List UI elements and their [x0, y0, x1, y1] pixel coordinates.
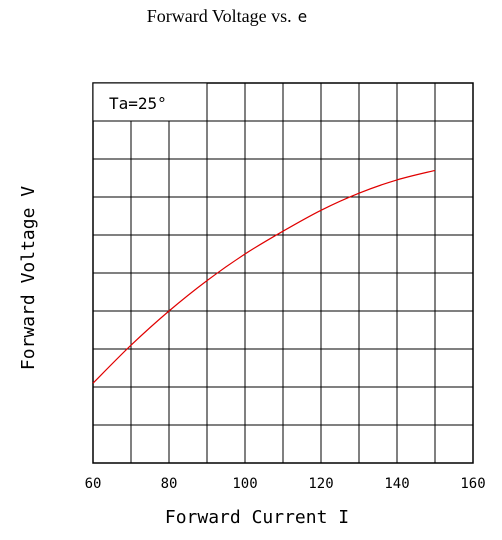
- chart-title-suffix: e: [297, 7, 308, 26]
- x-tick-label: 120: [308, 476, 333, 492]
- series-line: [92, 169, 436, 384]
- chart-title-text: Forward Voltage vs.: [146, 6, 292, 26]
- grid: [93, 83, 473, 463]
- x-axis-label: Forward Current I: [165, 507, 349, 528]
- x-tick-label: 80: [161, 476, 178, 492]
- x-tick-label: 160: [460, 476, 485, 492]
- x-tick-label: 140: [384, 476, 409, 492]
- annotation-box-rect: [92, 82, 208, 122]
- plot-frame: [92, 82, 474, 464]
- x-tick-labels: 60 80 100 120 140 160: [85, 476, 486, 492]
- y-axis-label: Forward Voltage V: [18, 186, 39, 370]
- x-tick-label: 60: [85, 476, 102, 492]
- x-tick-label: 100: [232, 476, 257, 492]
- chart-title: Forward Voltage vs. e: [0, 6, 454, 27]
- annotation-label: Ta=25°: [109, 94, 167, 113]
- annotation-box: [92, 82, 208, 122]
